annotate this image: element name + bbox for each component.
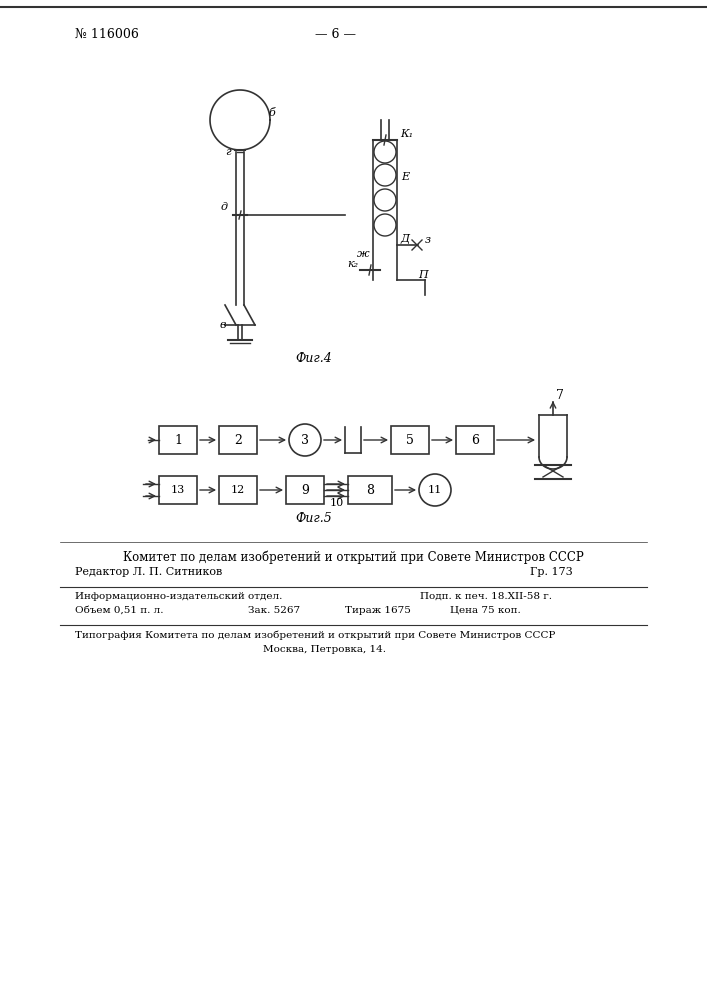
Text: 11: 11 <box>428 485 442 495</box>
Text: Фиг.5: Фиг.5 <box>295 512 332 525</box>
Bar <box>159 476 197 504</box>
Text: 7: 7 <box>556 389 564 402</box>
Bar <box>219 476 257 504</box>
Bar <box>456 426 494 454</box>
Text: Гр. 173: Гр. 173 <box>530 567 573 577</box>
Text: — 6 —: — 6 — <box>315 28 356 41</box>
Text: 9: 9 <box>301 484 309 496</box>
Text: 10: 10 <box>330 498 344 508</box>
Text: 13: 13 <box>171 485 185 495</box>
Text: 5: 5 <box>406 434 414 446</box>
Text: Редактор Л. П. Ситников: Редактор Л. П. Ситников <box>75 567 222 577</box>
Text: 6: 6 <box>471 434 479 446</box>
Text: ж: ж <box>357 249 370 259</box>
Text: д: д <box>221 202 228 212</box>
Text: 8: 8 <box>366 484 374 496</box>
Text: Подп. к печ. 18.XII-58 г.: Подп. к печ. 18.XII-58 г. <box>420 592 552 601</box>
Text: 12: 12 <box>231 485 245 495</box>
Text: Объем 0,51 п. л.: Объем 0,51 п. л. <box>75 606 163 615</box>
Text: в: в <box>220 320 226 330</box>
Text: Д: Д <box>400 234 409 244</box>
Text: к₂: к₂ <box>347 259 358 269</box>
Text: Е: Е <box>401 172 409 182</box>
Text: Зак. 5267: Зак. 5267 <box>248 606 300 615</box>
Text: Комитет по делам изобретений и открытий при Совете Министров СССР: Комитет по делам изобретений и открытий … <box>122 550 583 564</box>
Text: К₁: К₁ <box>400 129 413 139</box>
Text: 2: 2 <box>234 434 242 446</box>
Text: Цена 75 коп.: Цена 75 коп. <box>450 606 521 615</box>
Bar <box>348 476 392 504</box>
Text: з: з <box>425 235 431 245</box>
Bar <box>219 426 257 454</box>
Text: Информационно-издательский отдел.: Информационно-издательский отдел. <box>75 592 282 601</box>
Text: П: П <box>418 270 428 280</box>
Bar <box>286 476 324 504</box>
Text: 1: 1 <box>174 434 182 446</box>
Text: б: б <box>268 108 275 118</box>
Text: Типография Комитета по делам изобретений и открытий при Совете Министров СССР: Типография Комитета по делам изобретений… <box>75 631 556 640</box>
Text: 3: 3 <box>301 434 309 446</box>
Text: г: г <box>225 147 230 157</box>
Text: Фиг.4: Фиг.4 <box>295 352 332 365</box>
Text: № 116006: № 116006 <box>75 28 139 41</box>
Text: Москва, Петровка, 14.: Москва, Петровка, 14. <box>263 645 386 654</box>
Text: Тираж 1675: Тираж 1675 <box>345 606 411 615</box>
Bar <box>159 426 197 454</box>
Bar <box>391 426 429 454</box>
